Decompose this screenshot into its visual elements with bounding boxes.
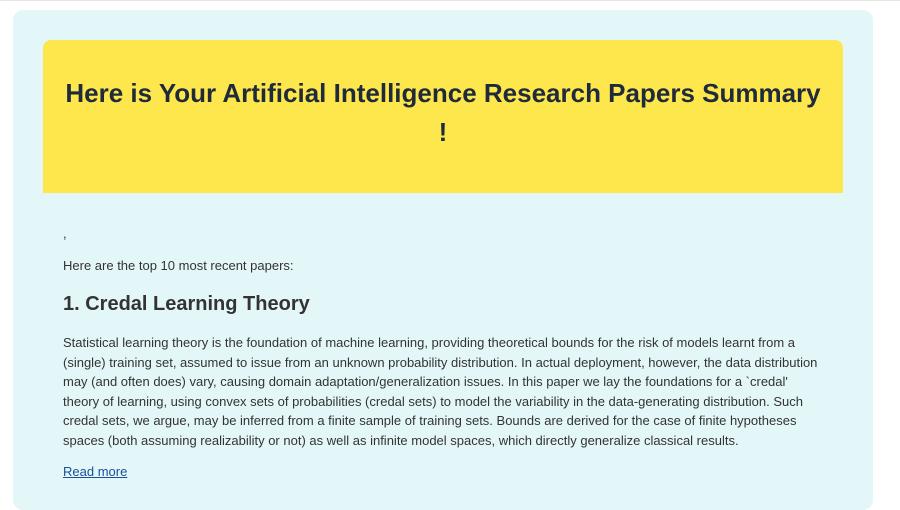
stray-comma-text: , (63, 226, 67, 241)
email-card: Here is Your Artificial Intelligence Res… (13, 10, 873, 510)
top-divider (0, 0, 900, 1)
read-more-link[interactable]: Read more (63, 464, 128, 479)
paper-abstract: Statistical learning theory is the found… (63, 335, 818, 448)
paper-title: 1. Credal Learning Theory (63, 293, 310, 315)
banner-title: Here is Your Artificial Intelligence Res… (65, 77, 821, 147)
email-content: , Here are the top 10 most recent papers… (63, 225, 823, 481)
paper-item: 1. Credal Learning Theory Statistical le… (63, 292, 823, 481)
header-banner: Here is Your Artificial Intelligence Res… (43, 40, 843, 193)
intro-text: Here are the top 10 most recent papers: (63, 258, 294, 273)
